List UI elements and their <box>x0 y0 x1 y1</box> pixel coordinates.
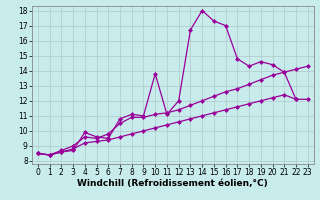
X-axis label: Windchill (Refroidissement éolien,°C): Windchill (Refroidissement éolien,°C) <box>77 179 268 188</box>
